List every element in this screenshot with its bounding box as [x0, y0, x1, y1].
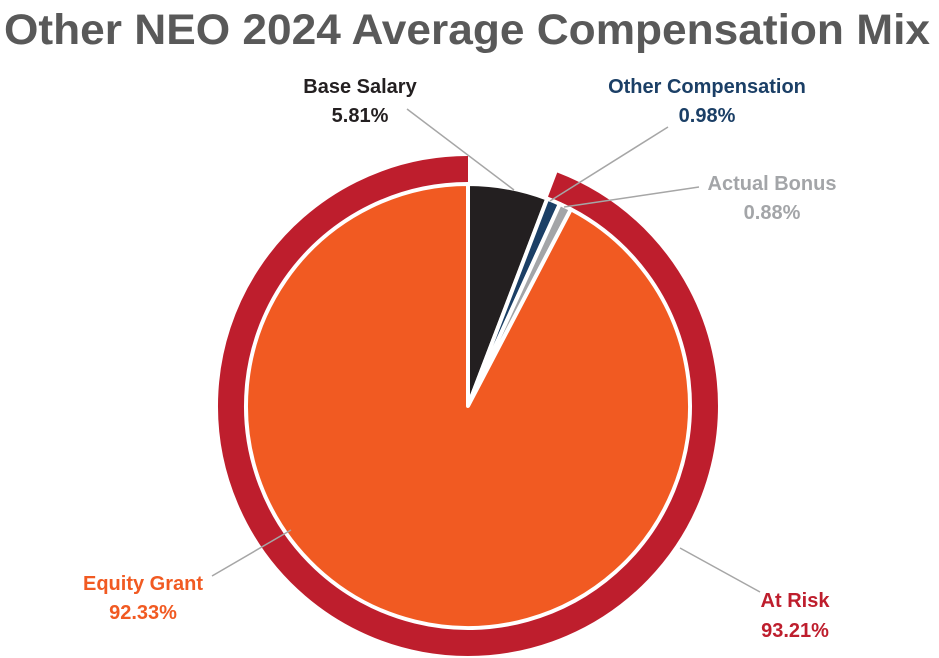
pie-slice-equity-grant: [244, 182, 692, 630]
leader-line-equity-grant: [211, 529, 292, 577]
data-label-at-risk: At Risk: [761, 590, 831, 612]
data-value-base-salary: 5.81%: [332, 105, 389, 127]
data-label-base-salary: Base Salary: [303, 76, 417, 98]
data-value-at-risk: 93.21%: [761, 620, 829, 642]
data-value-equity-grant: 92.33%: [109, 602, 177, 624]
at-risk-ring-layer: [218, 156, 718, 656]
pie-slice-layer: [244, 182, 692, 630]
data-label-equity-grant: Equity Grant: [83, 573, 203, 595]
leader-line-base-salary: [406, 108, 515, 191]
leader-line-other-compensation: [549, 126, 669, 202]
chart-title: Other NEO 2024 Average Compensation Mix: [4, 6, 930, 54]
at-risk-ring: [218, 156, 718, 656]
data-value-actual-bonus: 0.88%: [744, 202, 801, 224]
data-label-layer: Base Salary 5.81% Other Compensation 0.98% A…: [83, 76, 836, 642]
data-label-other-compensation: Other Compensation: [608, 76, 806, 98]
leader-line-actual-bonus: [563, 186, 700, 208]
leader-line-at-risk: [679, 547, 761, 593]
leader-line-layer: [211, 108, 761, 593]
data-label-actual-bonus: Actual Bonus: [708, 173, 837, 195]
data-value-other-compensation: 0.98%: [679, 105, 736, 127]
